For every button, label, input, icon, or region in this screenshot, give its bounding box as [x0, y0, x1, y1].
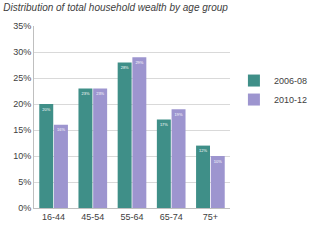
svg-text:29%: 29%: [135, 60, 143, 65]
svg-text:17%: 17%: [160, 122, 168, 127]
svg-text:75+: 75+: [203, 212, 218, 222]
svg-text:28%: 28%: [121, 65, 129, 70]
svg-text:2010-12: 2010-12: [274, 95, 307, 105]
svg-text:55-64: 55-64: [120, 212, 143, 222]
svg-text:35%: 35%: [13, 21, 31, 31]
svg-text:15%: 15%: [13, 125, 31, 135]
svg-text:20%: 20%: [13, 99, 31, 109]
svg-text:16%: 16%: [57, 127, 65, 132]
svg-text:12%: 12%: [199, 148, 207, 153]
svg-text:23%: 23%: [96, 91, 104, 96]
svg-text:25%: 25%: [13, 73, 31, 83]
svg-text:10%: 10%: [13, 151, 31, 161]
svg-text:30%: 30%: [13, 47, 31, 57]
svg-text:65-74: 65-74: [160, 212, 183, 222]
svg-text:5%: 5%: [18, 177, 31, 187]
svg-text:16-44: 16-44: [42, 212, 65, 222]
svg-text:20%: 20%: [42, 107, 50, 112]
svg-text:23%: 23%: [81, 91, 89, 96]
svg-text:10%: 10%: [214, 159, 222, 164]
svg-text:45-54: 45-54: [81, 212, 104, 222]
svg-text:19%: 19%: [175, 112, 183, 117]
svg-text:0%: 0%: [18, 203, 31, 213]
svg-text:2006-08: 2006-08: [274, 76, 307, 86]
svg-text:Distribution of total househol: Distribution of total household wealth b…: [3, 2, 228, 13]
